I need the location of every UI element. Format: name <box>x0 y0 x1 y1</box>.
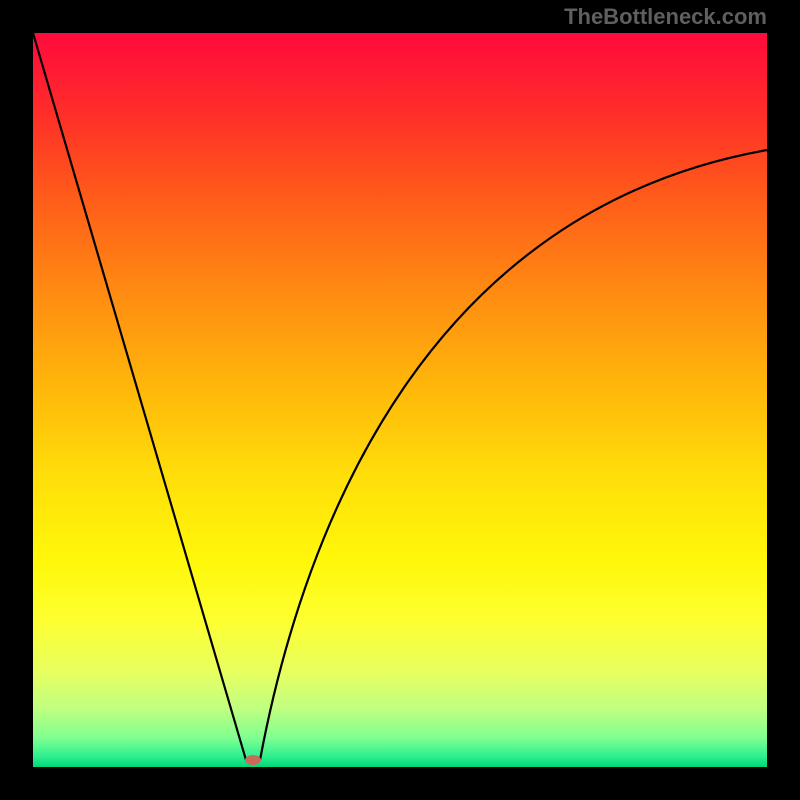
curve-minimum-marker <box>245 755 261 765</box>
gradient-background <box>33 33 767 767</box>
chart-frame: TheBottleneck.com <box>0 0 800 800</box>
bottleneck-curve-plot <box>0 0 800 800</box>
watermark-text: TheBottleneck.com <box>564 4 767 30</box>
